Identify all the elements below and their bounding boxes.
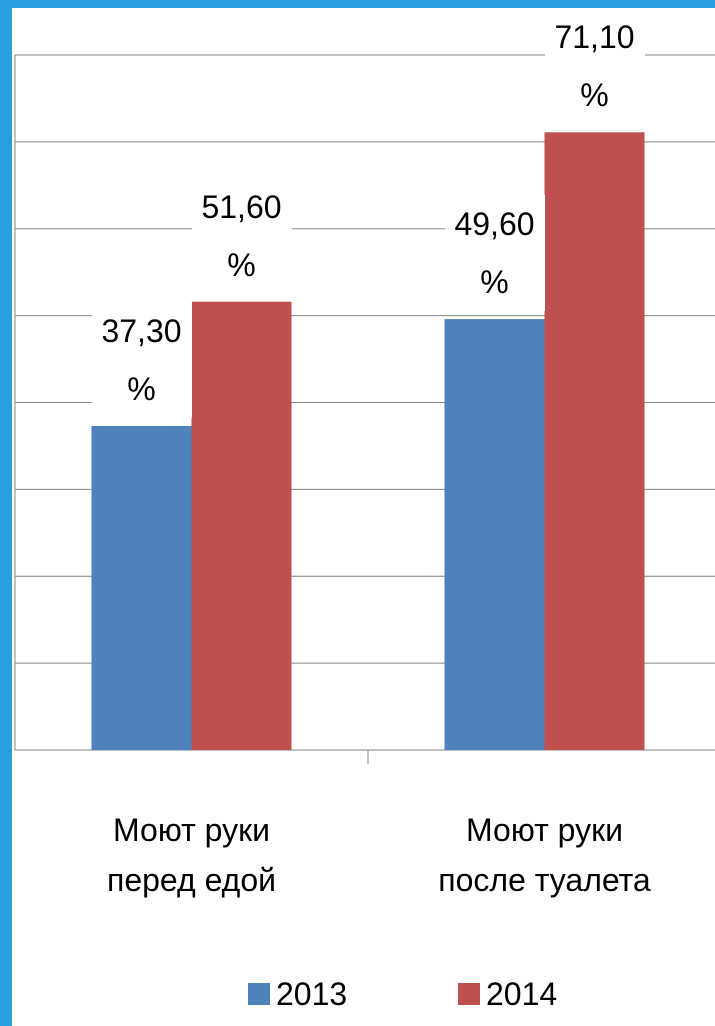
legend-swatch bbox=[248, 983, 270, 1005]
data-label: 71,10 % bbox=[544, 8, 645, 125]
legend-label: 2013 bbox=[276, 976, 348, 1012]
data-label: 49,60 % bbox=[444, 195, 545, 312]
bar bbox=[91, 425, 192, 750]
bar bbox=[444, 319, 545, 750]
x-tick-label: Моют руки после туалета bbox=[438, 812, 651, 898]
bar bbox=[544, 132, 645, 751]
x-tick-label: Моют руки перед едой bbox=[106, 812, 276, 898]
data-label: 37,30 % bbox=[91, 301, 192, 418]
legend-swatch bbox=[458, 983, 480, 1005]
data-label: 51,60 % bbox=[191, 177, 292, 294]
bar bbox=[191, 301, 292, 750]
legend-label: 2014 bbox=[486, 976, 558, 1012]
